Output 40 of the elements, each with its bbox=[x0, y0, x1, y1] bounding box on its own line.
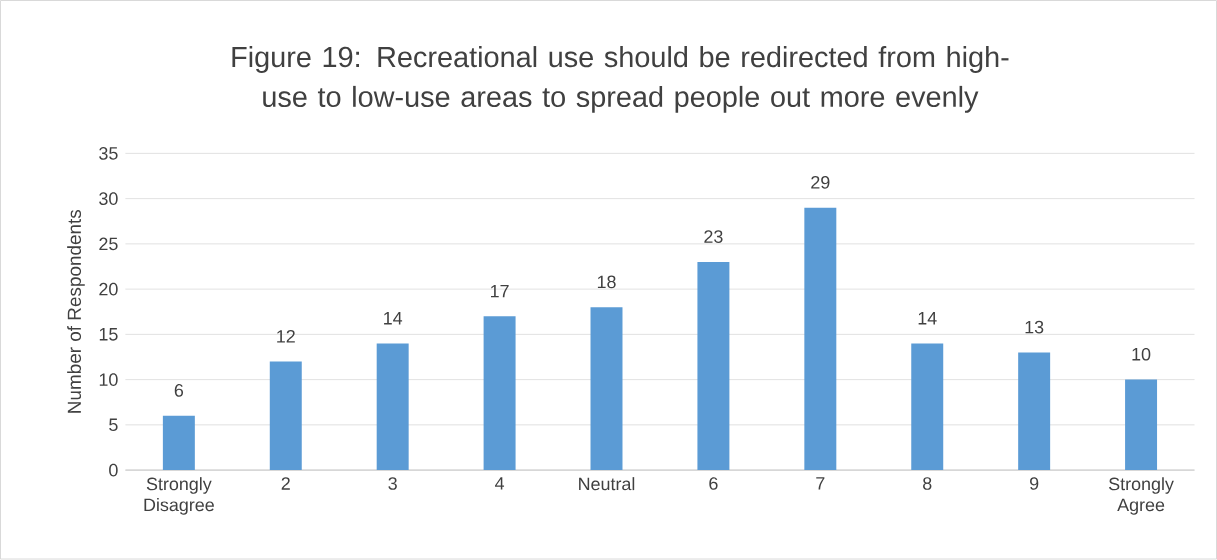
data-label: 12 bbox=[277, 330, 295, 343]
bar bbox=[590, 307, 623, 471]
data-label: 23 bbox=[704, 230, 723, 244]
x-tick-label: Neutral bbox=[579, 477, 635, 491]
x-tick-label: 2 bbox=[281, 477, 290, 490]
x-tick-label: 9 bbox=[1030, 477, 1039, 491]
bar bbox=[697, 262, 730, 471]
x-tick-label: Strongly Agree bbox=[1109, 477, 1174, 515]
y-tick-label: 0 bbox=[109, 463, 118, 477]
bar bbox=[376, 343, 409, 471]
x-tick-label: 6 bbox=[709, 477, 718, 491]
data-label: 29 bbox=[811, 176, 830, 189]
bar bbox=[1018, 352, 1051, 471]
x-tick-label: 8 bbox=[923, 477, 932, 491]
y-axis-title: Number of Respondents bbox=[67, 210, 85, 413]
x-tick-label: 3 bbox=[388, 477, 397, 491]
data-label: 10 bbox=[1132, 348, 1151, 361]
y-tick-label: 25 bbox=[99, 237, 118, 251]
bar bbox=[483, 316, 516, 471]
bar bbox=[911, 343, 944, 471]
y-tick-label: 5 bbox=[109, 418, 118, 432]
x-tick-label: Strongly Disagree bbox=[144, 477, 214, 515]
bar bbox=[1125, 379, 1158, 471]
data-label: 13 bbox=[1025, 320, 1044, 334]
y-tick-label: 20 bbox=[99, 283, 118, 296]
x-tick-label: 4 bbox=[495, 477, 505, 490]
y-tick-label: 10 bbox=[99, 373, 118, 387]
data-label: 14 bbox=[384, 312, 403, 325]
x-tick-label: 7 bbox=[816, 477, 825, 490]
y-tick-label: 15 bbox=[99, 328, 118, 341]
y-tick-label: 30 bbox=[99, 192, 118, 206]
chart-title: Figure 19: Recreational use should be redirected from high-use to low-use areas to spread people out more evenly bbox=[232, 46, 1009, 114]
data-label: 6 bbox=[174, 384, 184, 398]
data-label: 18 bbox=[597, 275, 616, 289]
bar bbox=[269, 361, 302, 471]
data-label: 14 bbox=[918, 312, 937, 325]
data-label: 17 bbox=[491, 285, 509, 298]
bar bbox=[162, 416, 195, 471]
y-tick-label: 35 bbox=[99, 147, 118, 160]
bar bbox=[804, 207, 837, 471]
